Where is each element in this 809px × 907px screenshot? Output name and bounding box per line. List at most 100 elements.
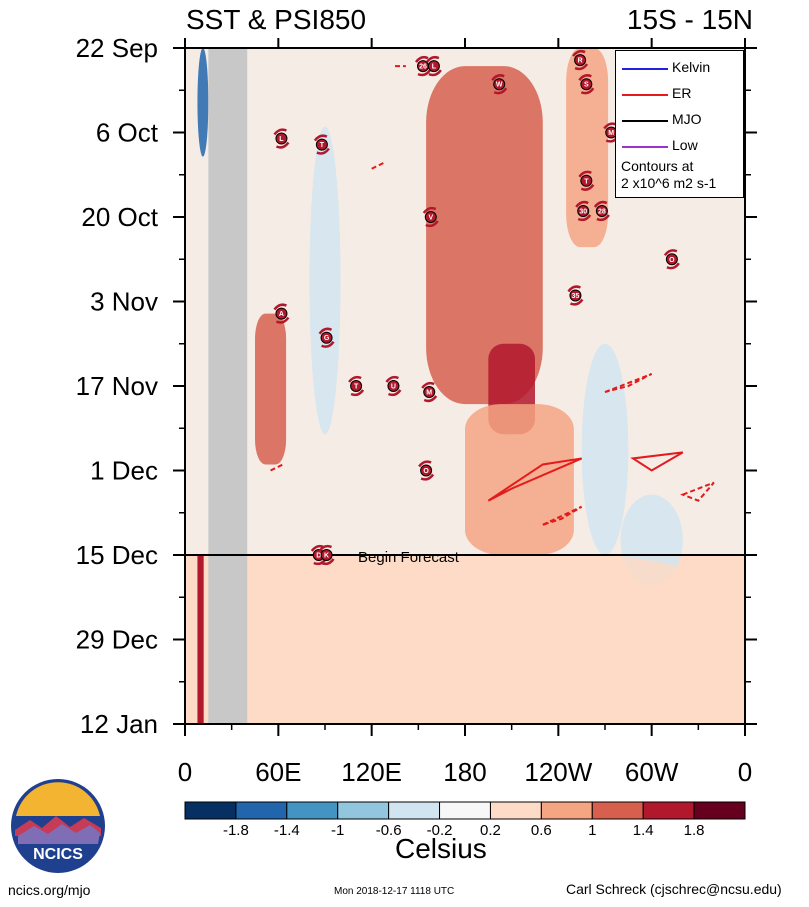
y-tick-label: 22 Sep [76,33,158,63]
x-tick-label: 0 [738,757,752,787]
colorbar-swatch [388,801,441,820]
warm-anomaly-region [340,555,699,724]
cyclone-marker: 26 [414,55,432,77]
colorbar-tick-label: -0.6 [376,822,402,839]
footer-author: Carl Schreck (cjschrec@ncsu.edu) [566,881,782,897]
cyclone-label: K [324,553,329,560]
y-tick-label: 29 Dec [76,625,158,655]
legend-label-er: ER [672,85,692,101]
er-contour [542,505,583,526]
cyclone-eye [275,132,288,145]
cyclone-label: 35 [572,293,580,300]
cyclone-arm [414,55,432,77]
cyclone-eye [350,380,363,392]
cyclone-label: L [279,136,284,143]
cyclone-label: 30 [579,208,587,215]
cyclone-arm [575,200,592,222]
er-contour [371,161,385,170]
y-tick-label: 1 Dec [90,456,158,486]
cyclone-marker: U [385,375,402,397]
cool-anomaly-region [581,343,629,555]
cyclone-label: G [324,335,330,342]
cyclone-eye [424,211,437,223]
legend-item-low: Low [616,137,743,155]
cyclone-label: M [608,130,614,137]
cyclone-eye [320,331,333,344]
colorbar-tick-label: 1.4 [633,822,654,839]
cyclone-label: V [428,215,433,222]
cyclone-marker: W [491,74,508,95]
colorbar: -1.8 -1.4 -1 -0.6 -0.2 0.2 0.6 1 1.4 1.8 [184,801,746,839]
legend-item-mjo: MJO [616,111,743,129]
colorbar-title: Celsius [395,833,487,864]
cyclone-label: M [426,390,432,397]
warm-anomaly-region [566,48,609,248]
cyclone-marker: S [578,74,595,95]
legend-item-kelvin: Kelvin [616,59,743,77]
cyclone-arm [273,128,290,149]
logo-text: NCICS [33,846,83,863]
cyclone-eye [387,380,400,392]
cyclone-label: W [496,82,503,89]
cyclone-eye [315,138,328,151]
x-tick-label: 60W [625,757,679,787]
legend-item-er: ER [616,85,743,103]
cyclone-eye [569,289,582,302]
forecast-label: Begin Forecast [358,549,460,566]
missing-data-band [208,48,248,724]
cyclone-arm [348,375,365,397]
cyclone-label: 26 [419,64,427,71]
plot-area: 26 L W R S L T M T V 30 28 O 35 A G T U M O D K [185,48,745,724]
cyclone-arm [663,249,680,270]
x-tick-label: 60E [255,757,301,787]
cyclone-eye [493,78,506,91]
colorbar-swatch [235,801,288,820]
colorbar-tick-label: 0.6 [531,822,552,839]
legend: Kelvin ER MJO Low Contours at 2 x10^6 m2… [615,50,744,198]
colorbar-swatch [489,801,542,820]
legend-note: Contours at 2 x10^6 m2 s-1 [621,158,716,192]
cyclone-marker: 30 [575,200,592,222]
cyclone-arm [578,170,595,191]
er-contour [604,372,653,394]
colorbar-swatch [540,801,593,820]
cyclone-marker: T [313,134,330,155]
cyclone-arm [273,303,290,324]
y-tick-label: 15 Dec [76,540,158,570]
cyclone-label: S [584,82,589,89]
cyclone-label: D [316,553,321,560]
footer-url[interactable]: ncics.org/mjo [8,882,91,898]
colorbar-tick-label: -1.8 [223,822,249,839]
x-tick-label: 120E [341,757,402,787]
legend-label-low: Low [672,137,698,153]
cyclone-marker: R [572,49,589,71]
ncics-logo: NCICS [11,779,105,873]
y-tick-label: 20 Oct [81,202,158,232]
cyclone-arm [572,49,589,71]
cyclone-label: 28 [598,208,606,215]
cyclone-eye [427,60,440,73]
cyclone-arm [593,200,610,222]
cyclone-label: O [669,257,675,264]
cyclone-arm [418,460,435,481]
colorbar-swatch [642,801,695,820]
cyclone-arm [318,327,335,348]
cyclone-eye [420,464,433,477]
cyclone-marker: A [273,303,290,324]
legend-swatch-mjo [622,120,668,122]
cool-anomaly-region [309,126,341,435]
cyclone-eye [423,386,436,399]
coastal-warm-strip [197,555,204,724]
cyclone-marker: T [578,170,595,191]
y-tick-label: 12 Jan [80,709,158,739]
x-tick-label: 120W [524,757,592,787]
cyclone-eye [574,54,587,67]
cyclone-arm [578,74,595,95]
colorbar-swatch [693,801,746,820]
cyclone-eye [577,204,590,217]
cyclone-eye [665,253,678,266]
legend-swatch-low [622,146,668,148]
y-tick-label: 17 Nov [76,371,158,401]
er-contour [487,457,583,502]
legend-swatch-kelvin [622,68,668,70]
